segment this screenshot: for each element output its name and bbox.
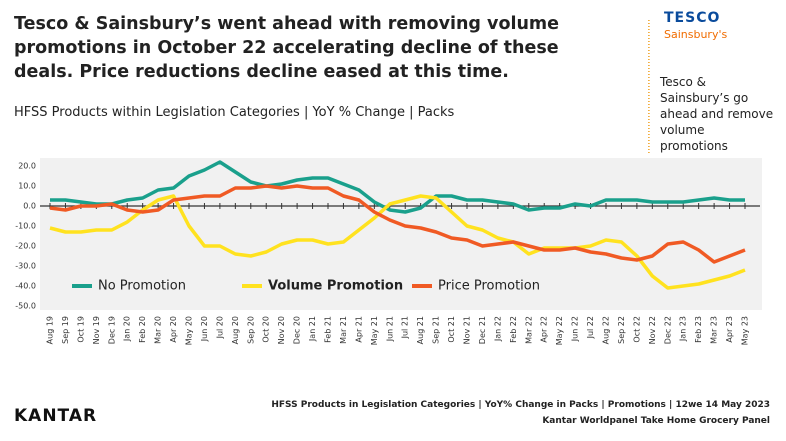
legend-label: Price Promotion xyxy=(438,279,540,294)
x-tick-label: Sep 21 xyxy=(432,316,441,344)
plot-background xyxy=(40,158,762,310)
legend-label: Volume Promotion xyxy=(268,279,403,294)
x-tick-label: Sep 22 xyxy=(617,316,626,344)
x-tick-label: Jun 20 xyxy=(200,316,209,342)
tesco-logo: TESCO xyxy=(664,10,721,26)
chart-subtitle: HFSS Products within Legislation Categor… xyxy=(14,105,455,120)
x-tick-label: Feb 22 xyxy=(509,316,518,343)
x-tick-label: May 23 xyxy=(741,316,750,345)
y-tick-label: -50.0 xyxy=(15,302,36,311)
chart-title: Tesco & Sainsbury’s went ahead with remo… xyxy=(14,14,560,82)
x-tick-label: Nov 19 xyxy=(92,316,101,344)
x-tick-label: Apr 23 xyxy=(725,316,734,343)
x-tick-label: Oct 20 xyxy=(262,316,271,343)
footer-source: Kantar Worldpanel Take Home Grocery Pane… xyxy=(542,416,770,426)
x-tick-label: Jan 23 xyxy=(679,316,688,342)
x-tick-label: Feb 20 xyxy=(138,316,147,343)
x-tick-label: Jul 20 xyxy=(215,316,224,339)
x-tick-label: Aug 20 xyxy=(231,316,240,344)
series-line xyxy=(50,160,745,214)
x-tick-label: Mar 20 xyxy=(154,316,163,344)
x-tick-label: Feb 21 xyxy=(324,316,333,343)
x-tick-label: Jun 22 xyxy=(571,316,580,342)
x-tick-label: Aug 22 xyxy=(602,316,611,344)
x-tick-label: Jun 21 xyxy=(385,316,394,342)
x-tick-label: Nov 21 xyxy=(463,316,472,344)
x-tick-label: Mar 22 xyxy=(524,316,533,344)
x-tick-label: Jan 20 xyxy=(123,316,132,342)
x-tick-label: Aug 21 xyxy=(416,316,425,344)
x-tick-label: Nov 22 xyxy=(648,316,657,344)
y-tick-label: -10.0 xyxy=(15,222,36,231)
x-tick-label: Oct 22 xyxy=(632,316,641,343)
x-tick-label: Mar 21 xyxy=(339,316,348,344)
x-tick-label: Sep 19 xyxy=(61,316,70,344)
annotation: Tesco & Sainsbury’s go ahead and remove … xyxy=(660,75,774,153)
x-tick-label: Aug 19 xyxy=(46,316,55,344)
footer-note: HFSS Products in Legislation Categories … xyxy=(271,400,770,410)
x-tick-label: Mar 23 xyxy=(710,316,719,344)
x-tick-label: May 22 xyxy=(555,316,564,345)
x-tick-label: Jan 21 xyxy=(308,316,317,342)
x-tick-label: Nov 20 xyxy=(277,316,286,344)
y-tick-label: 10.0 xyxy=(18,182,36,191)
x-tick-label: Apr 20 xyxy=(169,316,178,343)
y-tick-label: -40.0 xyxy=(15,282,36,291)
y-tick-label: 0.0 xyxy=(23,202,36,211)
series-line xyxy=(49,184,746,264)
x-tick-label: Dec 22 xyxy=(663,316,672,344)
legend-label: No Promotion xyxy=(98,279,186,294)
x-tick-label: Jan 22 xyxy=(493,316,502,342)
x-tick-label: Dec 21 xyxy=(478,316,487,344)
x-tick-label: Apr 22 xyxy=(540,316,549,343)
x-tick-label: Jul 21 xyxy=(401,316,410,339)
series-line xyxy=(49,194,746,290)
x-tick-label: Oct 19 xyxy=(76,316,85,343)
brand-logo: KANTAR xyxy=(14,406,98,426)
x-tick-label: May 21 xyxy=(370,316,379,345)
x-tick-label: Oct 21 xyxy=(447,316,456,343)
y-tick-label: -30.0 xyxy=(15,262,36,271)
x-tick-label: Sep 20 xyxy=(246,316,255,344)
x-tick-label: Apr 21 xyxy=(354,316,363,343)
x-tick-label: Dec 19 xyxy=(107,316,116,344)
sainsburys-logo: Sainsbury's xyxy=(664,28,728,41)
x-tick-label: Jul 22 xyxy=(586,316,595,339)
x-tick-label: Dec 20 xyxy=(293,316,302,344)
x-tick-label: Feb 23 xyxy=(694,316,703,343)
x-tick-label: May 20 xyxy=(185,316,194,345)
y-tick-label: -20.0 xyxy=(15,242,36,251)
y-tick-label: 20.0 xyxy=(18,162,36,171)
